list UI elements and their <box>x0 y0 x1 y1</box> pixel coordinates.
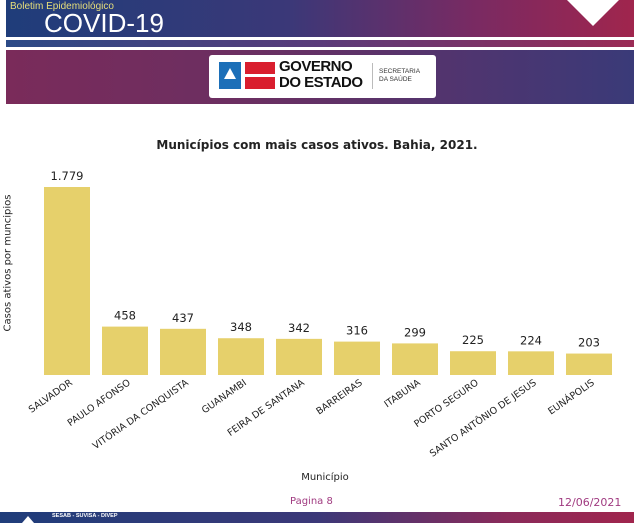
governo-logo: GOVERNO DO ESTADO SECRETARIA DA SAÚDE <box>209 55 436 98</box>
x-axis-label: Município <box>301 472 349 483</box>
chart-title: Municípios com mais casos ativos. Bahia,… <box>156 138 478 152</box>
header-subtitle: Boletim Epidemiológico <box>10 1 114 12</box>
x-tick-label: ITABUNA <box>382 377 423 410</box>
footer-bar: SESAB - SUVISA - DIVEP <box>0 512 634 523</box>
header-title: COVID-19 <box>44 8 164 38</box>
logo-line1: GOVERNO <box>279 58 353 75</box>
x-tick-label: EUNÁPOLIS <box>546 377 597 418</box>
data-label: 224 <box>520 333 542 347</box>
header-stripe <box>6 40 634 47</box>
data-label: 225 <box>462 333 484 347</box>
bar-3 <box>160 328 206 375</box>
logo-triangle-icon <box>224 68 236 79</box>
report-date: 12/06/2021 <box>558 496 622 509</box>
logo-flag-red-top <box>245 62 275 74</box>
page-number: Pagina 8 <box>290 496 333 507</box>
logo-flag-red-bottom <box>245 77 275 89</box>
bar-2 <box>102 326 148 375</box>
logo-sec-line2: DA SAÚDE <box>379 76 412 83</box>
x-tick-label: SANTO ANTÔNIO DE JESUS <box>427 377 538 460</box>
x-tick-label: VITÓRIA DA CONQUISTA <box>90 376 191 452</box>
data-label: 458 <box>114 309 136 323</box>
logo-separator <box>372 63 373 89</box>
logo-secretaria: SECRETARIA DA SAÚDE <box>379 68 420 84</box>
header-banner: Boletim Epidemiológico COVID-19 <box>6 0 634 38</box>
bar-6 <box>334 341 380 375</box>
data-label: 203 <box>578 336 600 350</box>
x-tick-label: SALVADOR <box>27 377 75 415</box>
bar-10 <box>566 353 612 375</box>
x-tick-label: GUANAMBI <box>200 377 249 416</box>
bar-7 <box>392 343 438 375</box>
logo-sec-line1: SECRETARIA <box>379 68 421 75</box>
data-label: 342 <box>288 321 310 335</box>
x-tick-label: BARREIRAS <box>314 377 364 417</box>
data-label: 437 <box>172 311 194 325</box>
data-label: 348 <box>230 320 252 334</box>
logo-text: GOVERNO DO ESTADO <box>279 59 363 91</box>
header-divider <box>6 38 634 40</box>
bar-1 <box>44 187 90 375</box>
footer-org: SESAB - SUVISA - DIVEP <box>52 513 118 519</box>
data-label: 299 <box>404 325 426 339</box>
bar-4 <box>218 338 264 375</box>
footer-triangle-icon <box>22 516 34 523</box>
logo-line2: DO ESTADO <box>279 74 363 91</box>
bar-5 <box>276 338 322 375</box>
data-label: 316 <box>346 324 368 338</box>
bar-8 <box>450 351 496 375</box>
bar-9 <box>508 351 554 375</box>
data-label: 1.779 <box>51 169 84 183</box>
header-notch <box>567 0 619 26</box>
